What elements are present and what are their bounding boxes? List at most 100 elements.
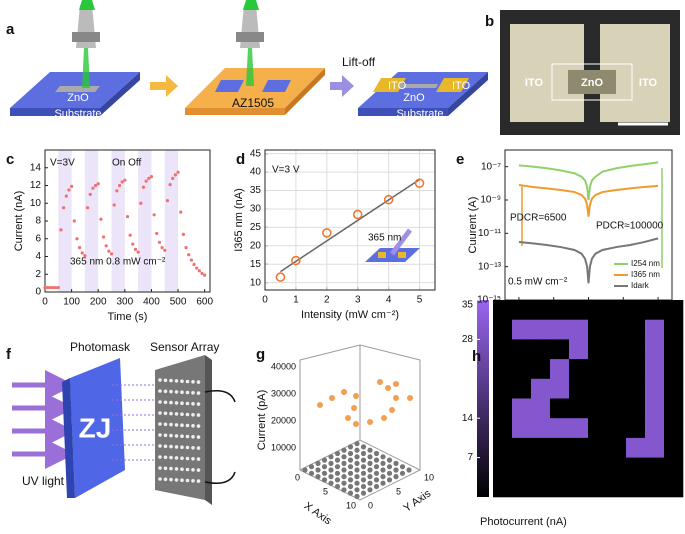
sensor [185,456,190,461]
photo-label: ITO [525,77,544,89]
data-dot [173,173,178,177]
sensor [191,457,195,461]
sensor [180,423,184,428]
sensor [180,467,184,472]
annotation: V=3 V [272,165,300,176]
data-dot [165,198,170,203]
heat-cell [550,319,570,340]
y-axis-label: Current (nA) [13,191,25,252]
sensor [191,468,195,472]
sphere [353,421,359,427]
inset-device [365,248,420,262]
heat-cell [664,418,684,439]
sphere [373,470,380,476]
data-dot [43,285,47,290]
heat-cell [588,398,608,419]
heat-cell [664,477,684,498]
sphere [347,477,354,483]
data-dot [144,179,148,183]
heat-cell [645,457,665,478]
sphere [354,460,360,466]
data-dot [70,184,74,188]
x-tick-label: 4 [386,295,392,306]
data-dot [117,183,122,188]
z-tick-label: 40000 [271,361,296,371]
y-tick-label: 15 [250,259,262,270]
schematic-label: ITO [388,80,407,92]
heat-cell [607,418,627,439]
sphere [334,483,341,490]
y-tick-label: 30 [250,204,262,215]
highlight-span [164,150,179,292]
colorbar [477,300,489,497]
heat-cell [626,437,646,458]
sensor [158,422,162,426]
x-tick-label: 0 [295,472,300,482]
schematic-label: AZ1505 [232,96,274,110]
data-dot [59,228,63,232]
plot-g [299,344,422,501]
inset-beam [390,228,412,256]
heat-cell [550,418,570,439]
sphere [367,467,373,473]
annotation: 365 nm 0.8 mW cm⁻² [70,257,166,268]
heat-cell [531,359,551,380]
sphere [360,477,367,483]
schematic-label: ITO [452,80,471,92]
heat-cell [531,418,551,439]
sensor [169,389,173,394]
y-tick-label: 10 [424,472,434,482]
heat-cell [569,378,589,399]
sensor [169,378,173,383]
data-dot [107,249,111,253]
heat-cell [607,339,627,360]
panel-label: d [236,151,245,168]
data-point [414,178,425,188]
sphere [341,467,347,473]
sensor [180,379,184,384]
heat-cell [664,398,684,419]
highlight-span [84,150,99,292]
sphere [334,450,341,457]
sphere [367,460,373,466]
y-tick-label: 20 [250,240,262,251]
sensor [158,400,162,404]
sensor [163,444,168,449]
sensor [174,412,179,416]
heat-cell [569,319,589,340]
y-tick-label: 10 [30,198,42,209]
sensor [180,478,184,483]
sensor [169,466,173,471]
y-tick-label: 10⁻¹¹ [478,228,502,239]
heat-cell [550,359,570,380]
heat-cell [664,300,684,320]
sensor [185,467,190,472]
sensor [185,390,190,395]
sphere [360,464,367,470]
x-tick-label: 3 [355,295,361,306]
heat-cell [588,457,608,478]
sphere [354,480,360,486]
sphere [341,454,347,460]
sensor [163,433,168,438]
heat-cell [569,457,589,478]
y-tick-label: 10⁻⁷ [481,161,501,172]
data-line [518,237,659,284]
heat-cell [550,457,570,478]
sphere [380,480,386,486]
sensor [158,466,162,470]
sphere [328,474,334,480]
panel-label: g [256,346,265,363]
sphere [345,415,351,421]
data-dot [56,285,60,290]
data-dot [96,182,100,186]
highlight-span [138,150,152,292]
sensor [191,413,195,417]
y-tick-label: 14 [30,162,42,173]
sensor [163,411,168,416]
data-dot [54,285,58,290]
sphere [354,467,360,473]
sensor [169,477,173,482]
sphere [393,460,399,466]
sensor [163,400,168,405]
